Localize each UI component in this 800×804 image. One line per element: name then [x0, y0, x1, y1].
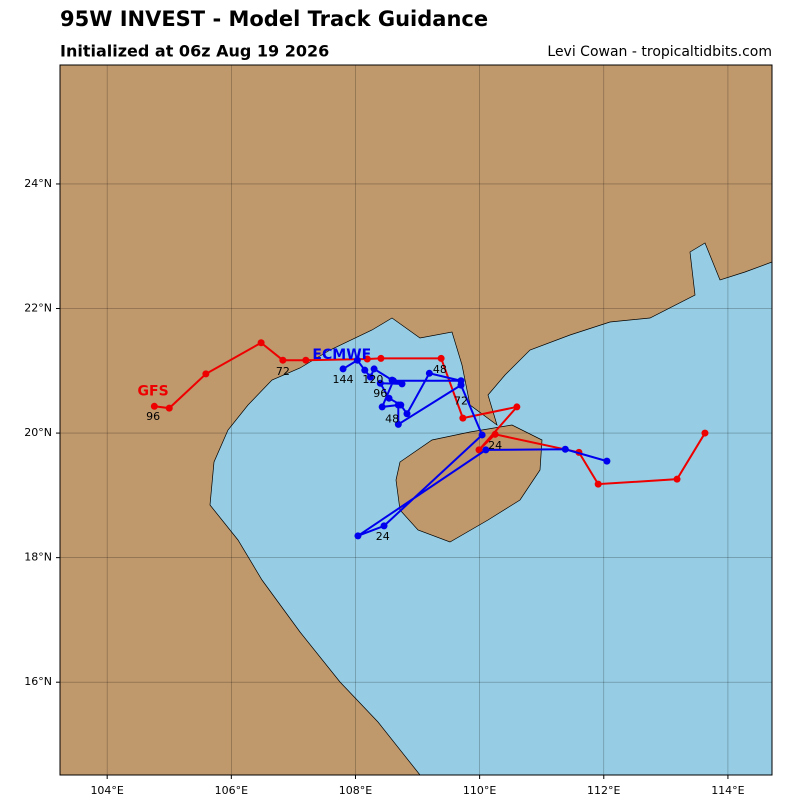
track-point: [394, 420, 402, 428]
track-point: [673, 475, 681, 483]
track-point: [397, 401, 405, 409]
track-point: [150, 402, 158, 410]
chart-title: 95W INVEST - Model Track Guidance: [60, 7, 488, 31]
x-tick-label: 112°E: [587, 784, 620, 797]
track-point: [279, 356, 287, 364]
forecast-hour-label: 144: [333, 373, 354, 386]
map-base: [60, 65, 772, 775]
model-name: ECMWF: [312, 347, 371, 363]
y-tick-label: 16°N: [24, 675, 52, 688]
y-tick-label: 18°N: [24, 551, 52, 564]
track-point: [457, 377, 465, 385]
forecast-hour-label: 96: [373, 387, 387, 400]
chart-subtitle: Initialized at 06z Aug 19 2026: [60, 42, 329, 61]
x-tick-label: 106°E: [215, 784, 248, 797]
track-point: [370, 365, 378, 373]
forecast-hour-label: 48: [385, 412, 399, 425]
y-tick-label: 20°N: [24, 426, 52, 439]
track-point: [257, 339, 265, 347]
track-point: [388, 376, 396, 384]
y-tick-label: 22°N: [24, 302, 52, 315]
forecast-hour-label: 120: [362, 373, 383, 386]
track-point: [398, 380, 406, 388]
track-point: [594, 480, 602, 488]
track-point: [561, 445, 569, 453]
track-point: [403, 410, 411, 418]
forecast-hour-label: 24: [488, 439, 502, 452]
track-point: [353, 356, 361, 364]
track-point: [425, 369, 433, 377]
track-point: [378, 403, 386, 411]
track-point: [478, 431, 486, 439]
forecast-hour-label: 72: [454, 394, 468, 407]
track-point: [302, 356, 310, 364]
track-point: [513, 403, 521, 411]
track-point: [385, 394, 393, 402]
track-point: [366, 373, 374, 381]
x-tick-label: 104°E: [90, 784, 123, 797]
track-point: [354, 532, 362, 540]
track-point: [475, 446, 483, 454]
track-point: [363, 355, 371, 363]
track-point: [491, 430, 499, 438]
track-point: [380, 522, 388, 530]
track-point: [361, 366, 369, 374]
track-point: [459, 414, 467, 422]
track-point: [339, 365, 347, 373]
track-point: [437, 354, 445, 362]
track-point: [376, 379, 384, 387]
forecast-hour-label: 72: [276, 365, 290, 378]
y-tick-label: 24°N: [24, 177, 52, 190]
x-tick-label: 108°E: [339, 784, 372, 797]
forecast-hour-label: 24: [376, 530, 390, 543]
track-point: [377, 354, 385, 362]
track-point: [603, 457, 611, 465]
x-tick-label: 114°E: [711, 784, 744, 797]
model-name: GFS: [138, 383, 169, 399]
x-tick-label: 110°E: [463, 784, 496, 797]
track-point: [202, 370, 210, 378]
track-point: [165, 404, 173, 412]
map-frame: [59, 64, 773, 776]
forecast-hour-label: 48: [433, 363, 447, 376]
credit: Levi Cowan - tropicaltidbits.com: [547, 44, 772, 60]
track-point: [701, 429, 709, 437]
track-point: [482, 446, 490, 454]
grid: 104°E 106°E 108°E 110°E 112°E 114°E 16°N 18°N 20…: [24, 65, 772, 797]
forecast-hour-label: 96: [146, 410, 160, 423]
